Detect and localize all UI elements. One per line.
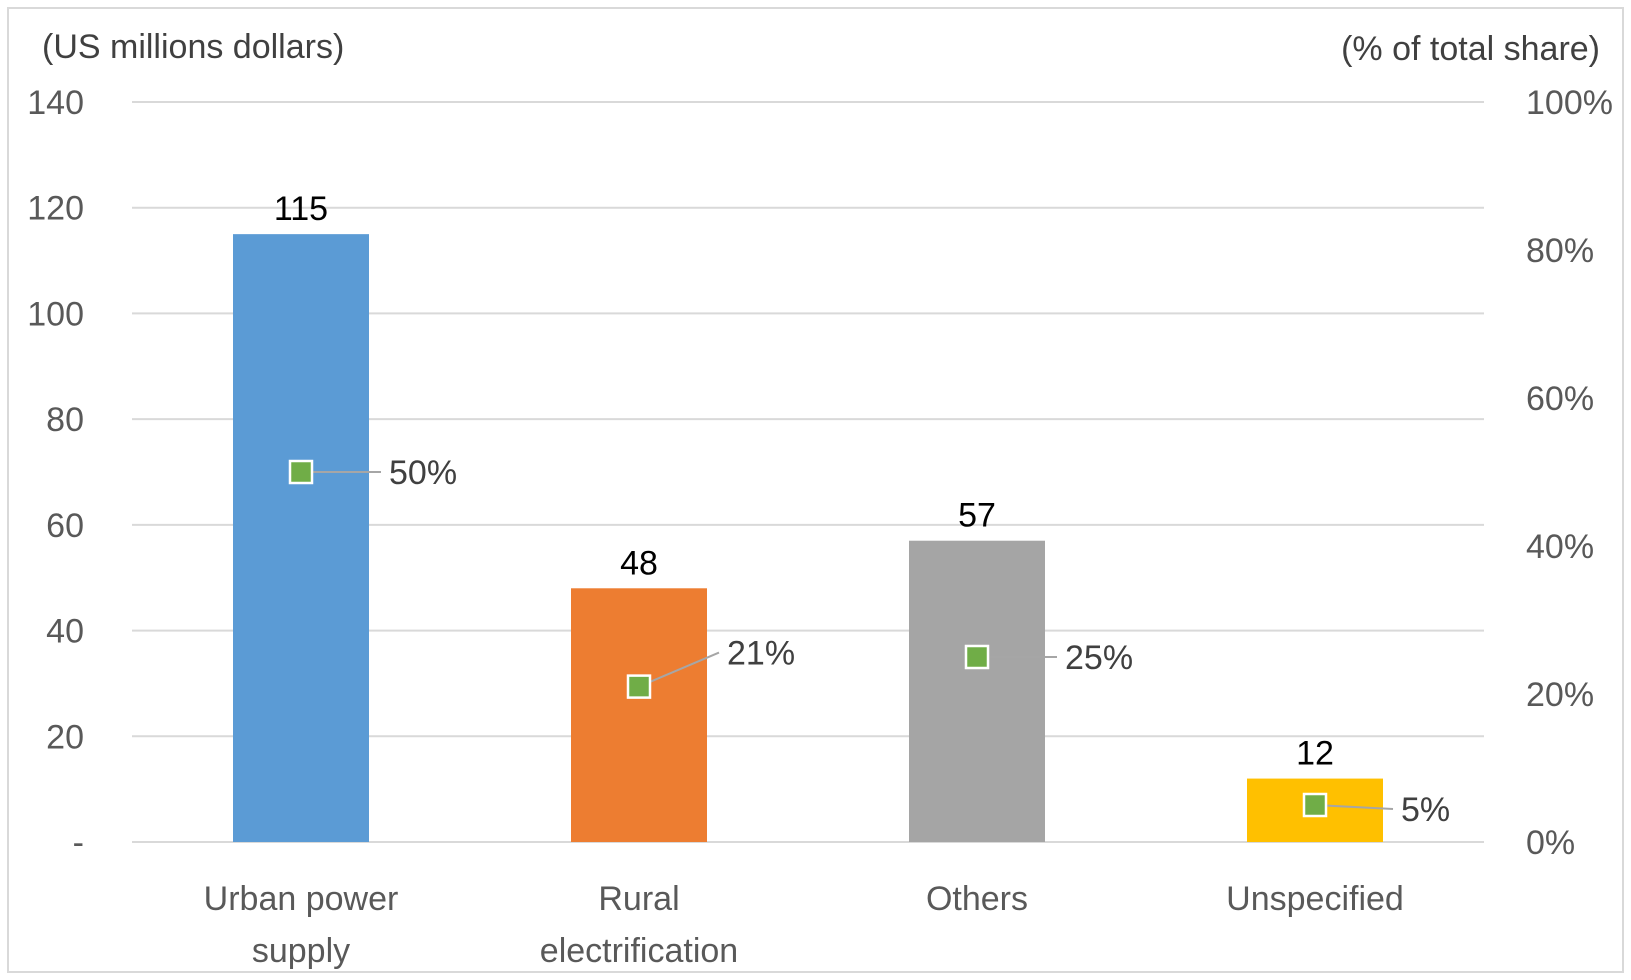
leader-lines xyxy=(301,471,1394,810)
left-tick-label: 80 xyxy=(46,401,84,439)
bar xyxy=(233,234,369,843)
bar xyxy=(909,540,1045,842)
share-markers xyxy=(288,459,1328,818)
right-tick-label: 0% xyxy=(1526,824,1575,862)
right-tick-label: 20% xyxy=(1526,676,1594,714)
share-marker xyxy=(964,644,990,670)
share-value-label: 25% xyxy=(1065,639,1133,677)
left-tick-label: 140 xyxy=(27,84,84,122)
left-tick-label: 40 xyxy=(46,613,84,651)
category-label: Rural xyxy=(598,880,679,918)
right-tick-label: 80% xyxy=(1526,232,1594,270)
category-label: Urban power xyxy=(204,880,399,918)
left-tick-label: 20 xyxy=(46,718,84,756)
share-value-label: 5% xyxy=(1401,791,1450,829)
share-value-label: 50% xyxy=(389,454,457,492)
category-label: supply xyxy=(252,932,350,970)
left-tick-label: 60 xyxy=(46,507,84,545)
share-marker xyxy=(288,459,314,485)
bar-value-label: 48 xyxy=(620,544,658,582)
right-tick-label: 60% xyxy=(1526,380,1594,418)
right-tick-label: 100% xyxy=(1526,84,1613,122)
left-axis-title: (US millions dollars) xyxy=(42,28,344,66)
category-label: Others xyxy=(926,880,1028,918)
bar-value-label: 12 xyxy=(1296,735,1334,773)
leader-line xyxy=(638,651,720,688)
bar xyxy=(571,588,707,842)
left-tick-label: - xyxy=(73,824,84,862)
bar-value-label: 57 xyxy=(958,497,996,535)
category-label: Unspecified xyxy=(1226,880,1404,918)
right-axis-title: (% of total share) xyxy=(1341,30,1600,68)
left-tick-label: 100 xyxy=(27,295,84,333)
labels: - 20 40 60 80 100 120 140 0% 20% 40% 60% 80% 100% 115 U… xyxy=(27,84,1613,970)
category-label: electrification xyxy=(540,932,738,970)
left-tick-label: 120 xyxy=(27,190,84,228)
leader-line xyxy=(1314,804,1394,810)
bar-value-label: 115 xyxy=(274,190,328,228)
share-marker xyxy=(1302,792,1328,818)
share-marker xyxy=(626,674,652,699)
right-tick-label: 40% xyxy=(1526,528,1594,566)
share-value-label: 21% xyxy=(727,635,795,673)
